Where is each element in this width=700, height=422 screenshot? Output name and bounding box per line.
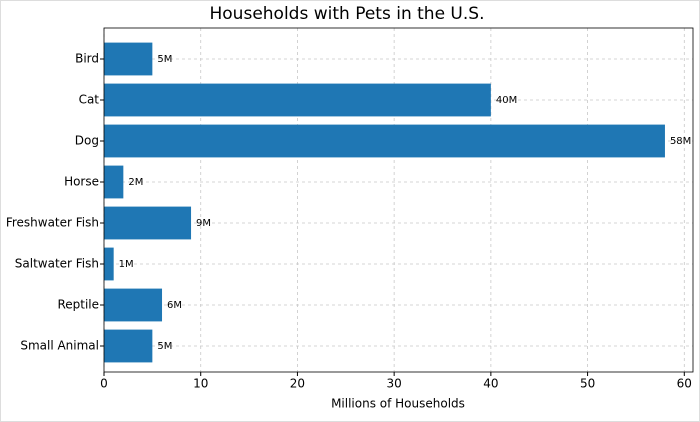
y-tick-label: Saltwater Fish (15, 257, 99, 271)
y-tick-label: Cat (79, 93, 100, 107)
x-tick-label: 10 (193, 377, 208, 391)
value-label: 58M (670, 136, 691, 147)
value-label: 5M (157, 341, 172, 352)
value-label: 5M (157, 54, 172, 65)
bar (104, 124, 665, 158)
bar (104, 288, 163, 322)
y-tick-label: Small Animal (20, 339, 99, 353)
x-axis-label: Millions of Households (331, 397, 465, 411)
bar (104, 165, 124, 199)
value-label: 40M (496, 95, 517, 106)
x-tick-label: 20 (290, 377, 305, 391)
bar (104, 247, 114, 281)
x-tick-label: 40 (483, 377, 498, 391)
bar (104, 206, 192, 240)
x-tick-label: 30 (387, 377, 402, 391)
y-tick-label: Horse (64, 175, 99, 189)
plot-frame (103, 27, 694, 373)
y-tick-label: Freshwater Fish (6, 216, 99, 230)
value-label: 6M (167, 300, 182, 311)
x-tick-label: 0 (100, 377, 108, 391)
y-tick-label: Reptile (57, 298, 99, 312)
x-tick-label: 60 (677, 377, 692, 391)
x-tick-label: 50 (580, 377, 595, 391)
y-tick-label: Bird (75, 52, 99, 66)
bar (104, 42, 153, 76)
value-label: 2M (128, 177, 143, 188)
bar (104, 83, 491, 117)
y-tick-label: Dog (75, 134, 99, 148)
chart-title: Households with Pets in the U.S. (210, 4, 485, 24)
value-label: 9M (196, 218, 211, 229)
value-label: 1M (119, 259, 134, 270)
bar (104, 329, 153, 363)
